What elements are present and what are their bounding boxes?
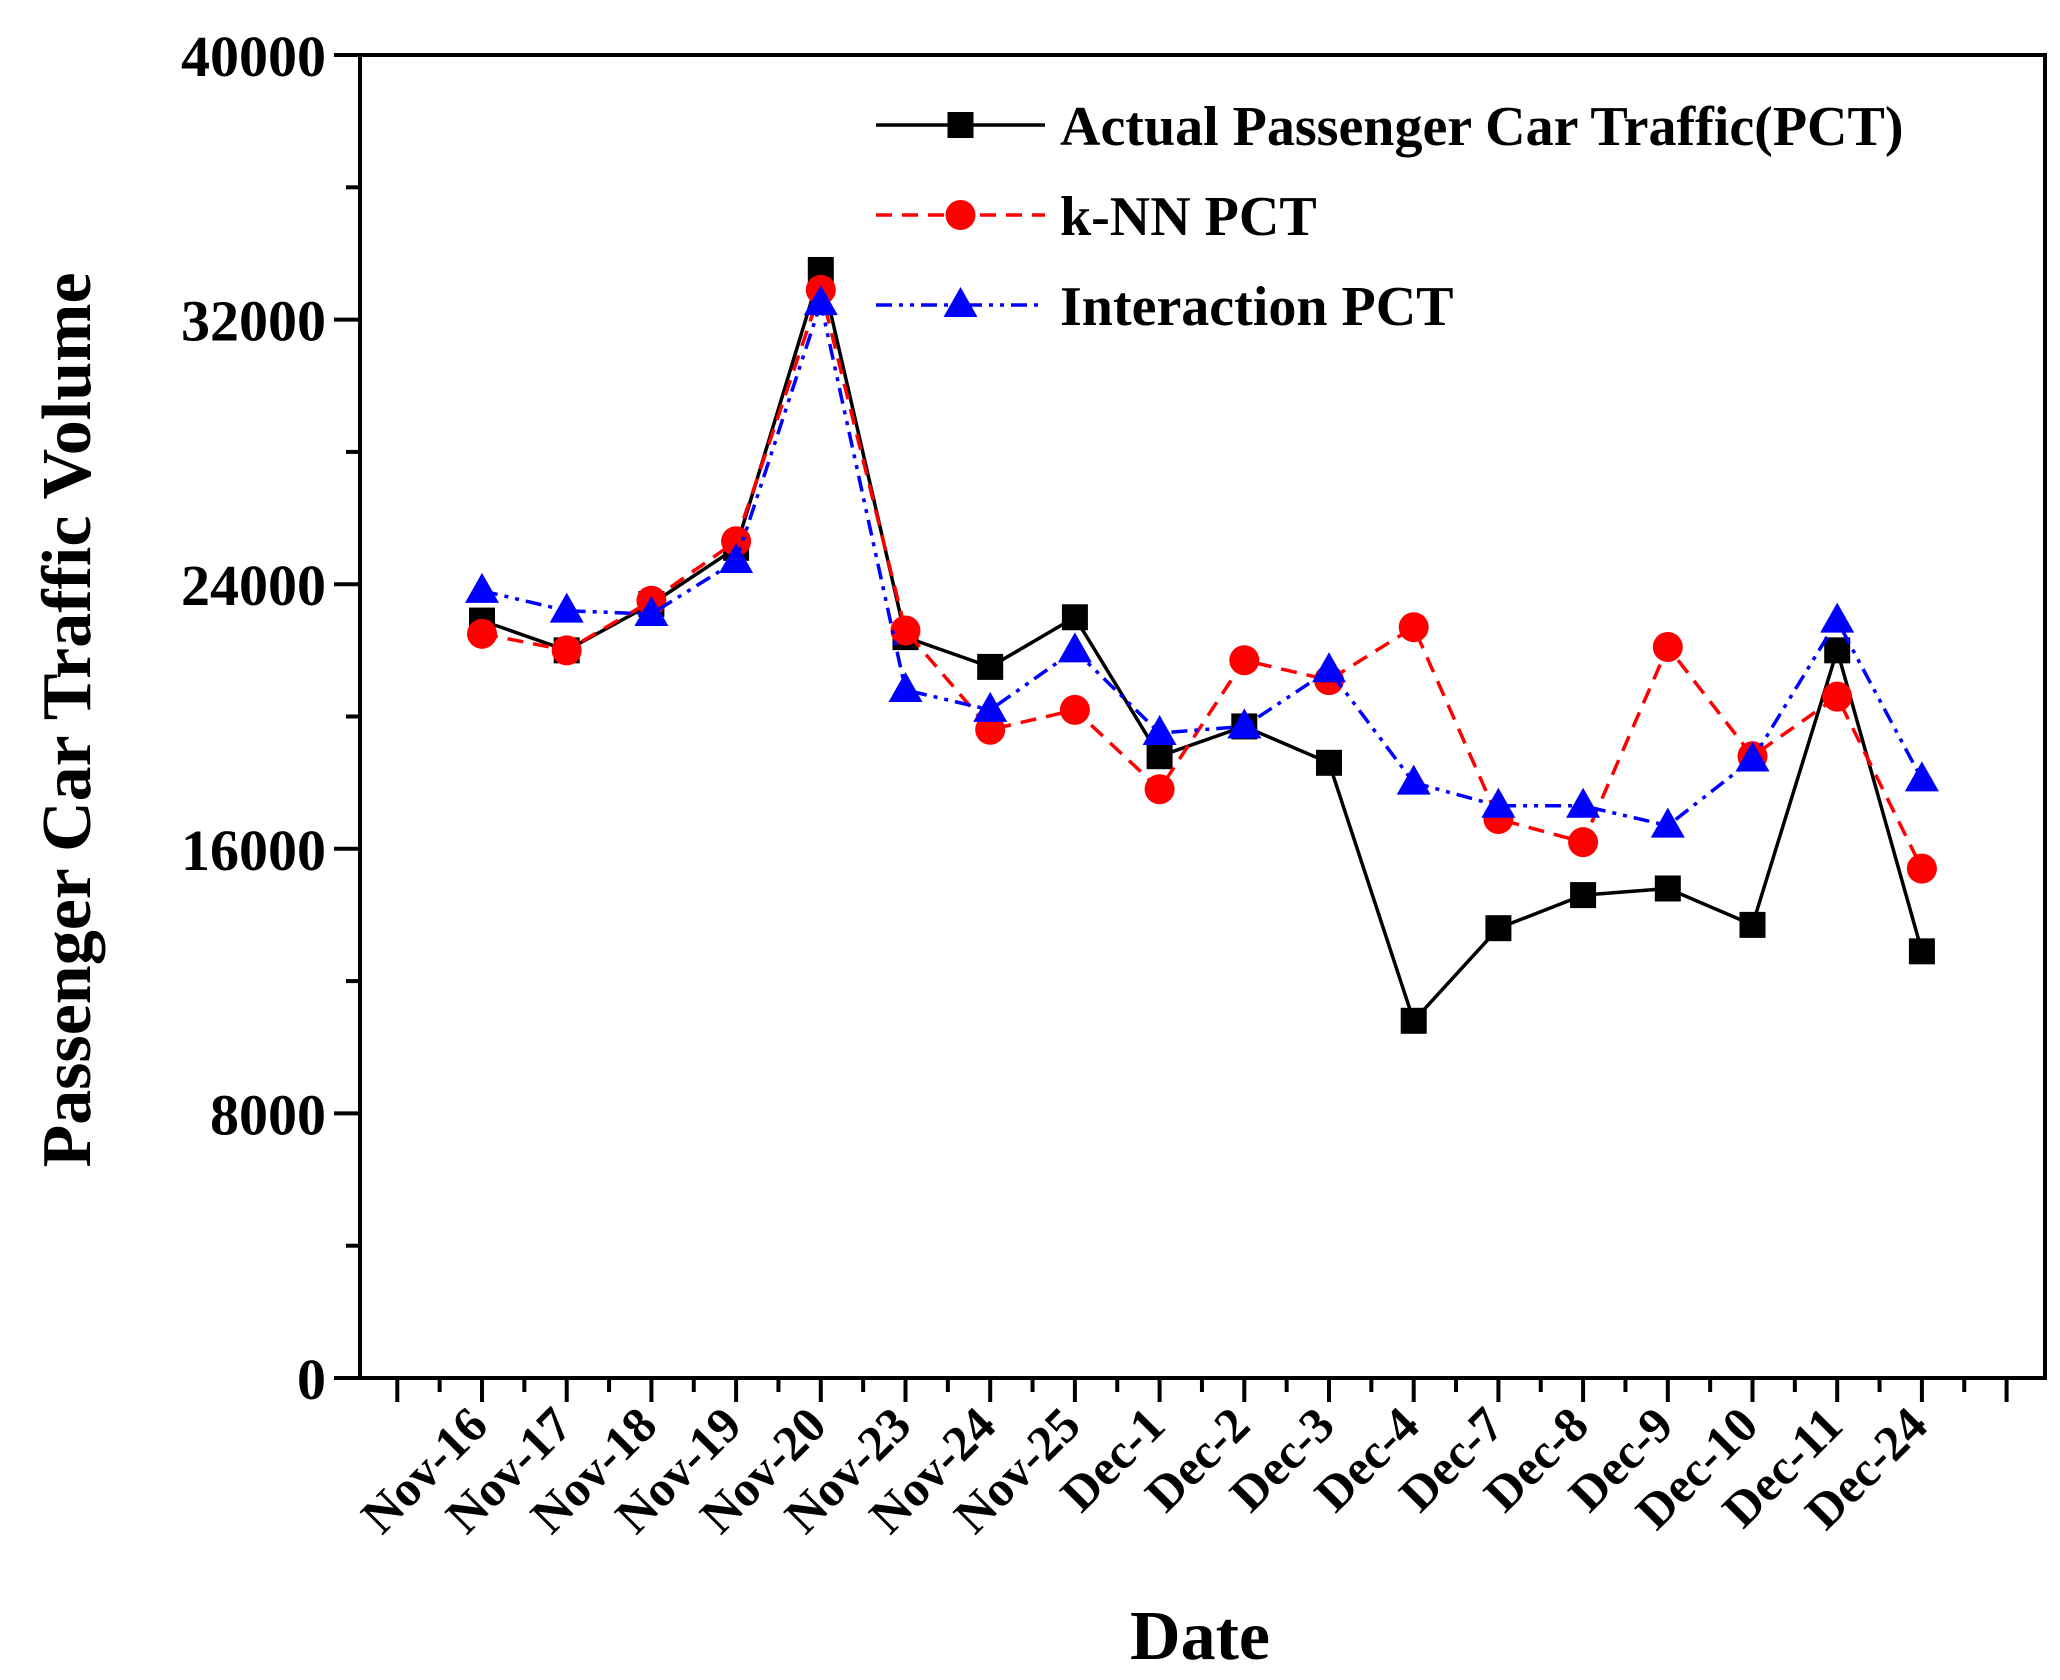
plot-frame (358, 53, 2047, 1380)
legend-marker (947, 112, 974, 138)
data-point (1654, 875, 1681, 902)
data-point (1146, 743, 1173, 770)
data-point (1142, 715, 1177, 746)
legend-marker (943, 287, 978, 317)
data-point (975, 714, 1006, 745)
data-point (551, 635, 582, 666)
data-point (1908, 938, 1935, 965)
data-point (1400, 1007, 1427, 1034)
data-point (1316, 749, 1342, 776)
series-2 (465, 285, 1939, 838)
y-tick-label: 16000 (181, 818, 326, 883)
data-point (1396, 764, 1431, 795)
data-point (1739, 911, 1766, 938)
series-line (481, 288, 1924, 870)
y-tick-label: 40000 (181, 24, 326, 89)
data-point (888, 672, 923, 703)
data-point (1822, 681, 1853, 712)
data-point (1144, 774, 1175, 805)
data-point (549, 592, 584, 623)
data-point (721, 526, 752, 557)
data-point (465, 572, 499, 603)
data-point (1568, 827, 1599, 858)
data-point (1059, 694, 1090, 725)
legend-marker (945, 200, 976, 230)
data-point (1824, 637, 1851, 664)
data-point (1398, 612, 1429, 643)
data-point (1735, 741, 1770, 772)
legend-item: Interaction PCT (876, 276, 1454, 338)
series-0 (469, 256, 1935, 1034)
data-point (1061, 604, 1088, 631)
legend-label: k-NN PCT (1060, 186, 1317, 248)
data-point (1485, 915, 1512, 942)
series-line (481, 268, 1924, 1023)
legend: Actual Passenger Car Traffic(PCT) k-NN PC… (876, 96, 1903, 338)
data-point (1904, 761, 1939, 792)
data-point (973, 691, 1008, 722)
legend-label: Actual Passenger Car Traffic(PCT) (1060, 96, 1903, 158)
y-axis-title: Passenger Car Traffic Volume (29, 272, 106, 1167)
data-point (634, 595, 669, 626)
series-layer (465, 256, 1939, 1034)
data-point (1057, 632, 1092, 663)
data-point (803, 285, 838, 316)
data-point (1652, 632, 1683, 663)
data-point (1570, 882, 1597, 909)
y-tick-label: 8000 (210, 1082, 326, 1147)
y-tick-label: 32000 (181, 289, 326, 354)
y-tick-label: 0 (297, 1347, 326, 1412)
data-point (1820, 602, 1855, 633)
data-point (719, 543, 754, 574)
data-point (1312, 652, 1346, 683)
data-point (1227, 708, 1262, 739)
legend-item: k-NN PCT (876, 186, 1317, 248)
legend-item: Actual Passenger Car Traffic(PCT) (876, 96, 1903, 158)
data-point (1566, 787, 1601, 818)
y-tick-label: 24000 (181, 553, 326, 618)
data-point (1650, 807, 1685, 838)
data-point (467, 618, 497, 649)
axes: 0800016000240003200040000Nov-16Nov-17Nov… (181, 24, 2047, 1544)
data-point (1481, 787, 1516, 818)
data-point (1906, 853, 1937, 884)
data-point (977, 653, 1004, 680)
legend-label: Interaction PCT (1060, 276, 1454, 338)
series-line (481, 301, 1924, 828)
x-axis-title: Date (1130, 1598, 1270, 1675)
data-point (890, 615, 921, 646)
data-point (1229, 645, 1260, 676)
